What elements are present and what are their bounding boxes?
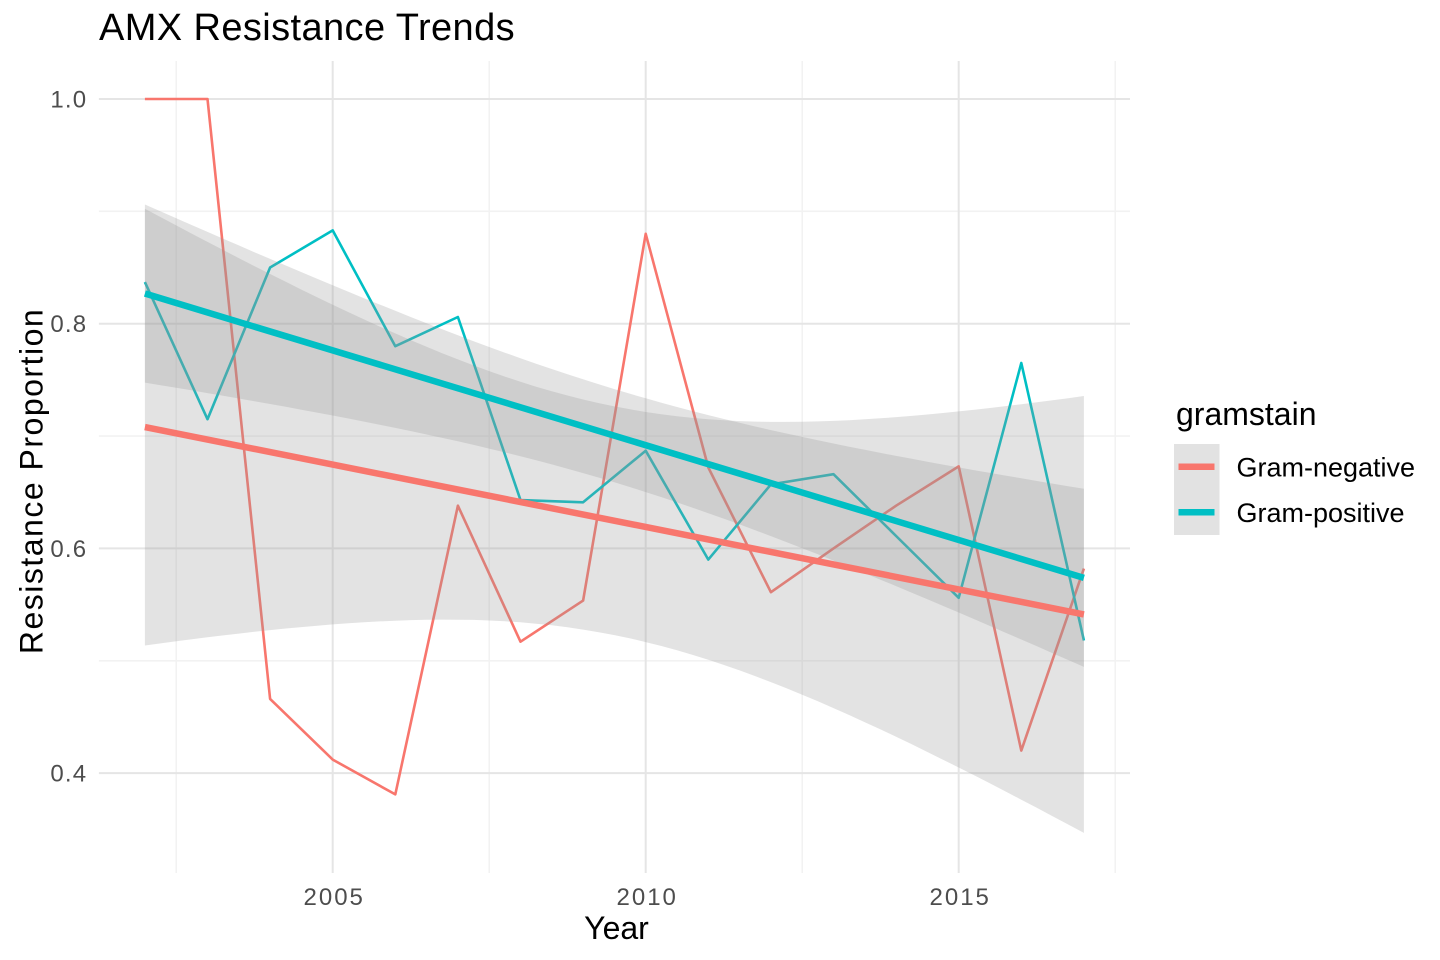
svg-text:2005: 2005 — [304, 884, 365, 911]
svg-text:Year: Year — [584, 910, 649, 946]
svg-text:Gram-positive: Gram-positive — [1237, 498, 1405, 528]
svg-text:2015: 2015 — [930, 884, 991, 911]
svg-text:2010: 2010 — [617, 884, 678, 911]
svg-text:1.0: 1.0 — [50, 87, 87, 114]
svg-text:0.4: 0.4 — [50, 761, 87, 788]
svg-text:0.6: 0.6 — [50, 536, 87, 563]
svg-text:Gram-negative: Gram-negative — [1237, 453, 1416, 483]
svg-text:Resistance Proportion: Resistance Proportion — [14, 308, 50, 654]
svg-text:0.8: 0.8 — [50, 311, 87, 338]
svg-text:AMX Resistance Trends: AMX Resistance Trends — [99, 7, 515, 49]
svg-text:gramstain: gramstain — [1176, 396, 1317, 432]
